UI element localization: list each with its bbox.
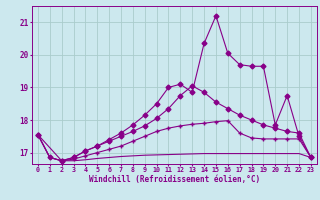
X-axis label: Windchill (Refroidissement éolien,°C): Windchill (Refroidissement éolien,°C)	[89, 175, 260, 184]
